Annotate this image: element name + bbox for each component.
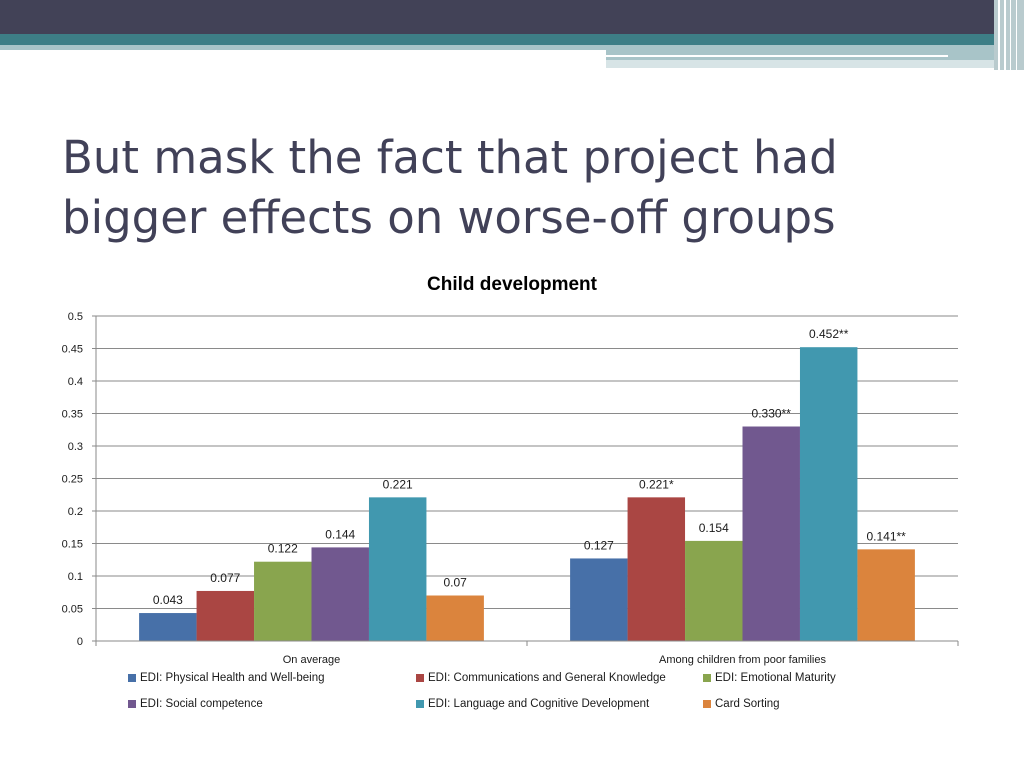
bar — [570, 558, 628, 641]
bars — [139, 347, 915, 641]
legend-swatch — [416, 700, 424, 708]
data-label: 0.077 — [210, 571, 240, 585]
data-label: 0.127 — [584, 538, 614, 552]
y-tick-label: 0.25 — [62, 474, 83, 486]
legend-item: EDI: Communications and General Knowledg… — [416, 672, 666, 684]
bar — [627, 497, 686, 641]
legend-item: EDI: Emotional Maturity — [703, 672, 836, 684]
bar — [196, 590, 255, 641]
bar — [254, 561, 312, 641]
y-tick-label: 0.45 — [62, 344, 83, 356]
data-labels: 0.043 0.077 0.122 0.144 0.221 0.07 0.127 0.221*… — [153, 327, 906, 607]
y-tick-label: 0.3 — [68, 441, 83, 453]
bar — [857, 549, 915, 641]
y-tick-label: 0.05 — [62, 604, 83, 616]
legend-swatch — [416, 674, 424, 682]
bar — [311, 547, 369, 641]
data-label: 0.330** — [752, 407, 792, 421]
bar-chart: 0 0.05 0.1 0.15 0.2 0.25 0.3 0.35 0.4 0.45 0.5 0.0… — [62, 311, 959, 666]
y-tick-label: 0 — [77, 636, 83, 648]
legend-item: EDI: Language and Cognitive Development — [416, 698, 649, 710]
legend-swatch — [128, 674, 136, 682]
bar — [685, 540, 743, 641]
data-label: 0.221* — [639, 477, 674, 491]
legend-label: EDI: Emotional Maturity — [715, 672, 836, 684]
data-label: 0.144 — [325, 527, 355, 541]
y-tick-label: 0.35 — [62, 409, 83, 421]
x-axis: On average Among children from poor famil… — [95, 640, 959, 666]
data-label: 0.07 — [443, 576, 467, 590]
legend-label: EDI: Communications and General Knowledg… — [428, 672, 666, 684]
bar — [426, 595, 484, 641]
data-label: 0.154 — [699, 521, 729, 535]
bar — [742, 426, 800, 641]
y-tick-label: 0.1 — [68, 571, 83, 583]
data-label: 0.122 — [268, 542, 298, 556]
slide-title: But mask the fact that project had bigge… — [62, 131, 838, 244]
legend-label: Card Sorting — [715, 698, 780, 710]
legend-swatch — [703, 700, 711, 708]
y-axis: 0 0.05 0.1 0.15 0.2 0.25 0.3 0.35 0.4 0.45 0.5 — [62, 311, 97, 648]
data-label: 0.452** — [809, 327, 849, 341]
data-label: 0.221 — [383, 477, 413, 491]
x-category-label: Among children from poor families — [659, 654, 826, 666]
bar — [368, 497, 427, 641]
legend-label: EDI: Social competence — [140, 698, 263, 710]
y-tick-label: 0.2 — [68, 506, 83, 518]
legend-label: EDI: Physical Health and Well-being — [140, 672, 325, 684]
legend-swatch — [128, 700, 136, 708]
bar — [799, 347, 858, 641]
legend-label: EDI: Language and Cognitive Development — [428, 698, 650, 710]
data-label: 0.043 — [153, 593, 183, 607]
header-band — [0, 0, 1024, 70]
x-category-label: On average — [283, 654, 340, 666]
y-tick-label: 0.5 — [68, 311, 83, 323]
legend-item: EDI: Physical Health and Well-being — [128, 672, 325, 684]
chart-title: Child development — [427, 274, 597, 295]
data-label: 0.141** — [866, 529, 906, 543]
legend: EDI: Physical Health and Well-being EDI: … — [128, 672, 988, 722]
legend-item: Card Sorting — [703, 698, 780, 710]
legend-item: EDI: Social competence — [128, 698, 263, 710]
legend-swatch — [703, 674, 711, 682]
y-tick-label: 0.15 — [62, 539, 83, 551]
y-tick-label: 0.4 — [68, 376, 83, 388]
bar — [139, 613, 197, 641]
